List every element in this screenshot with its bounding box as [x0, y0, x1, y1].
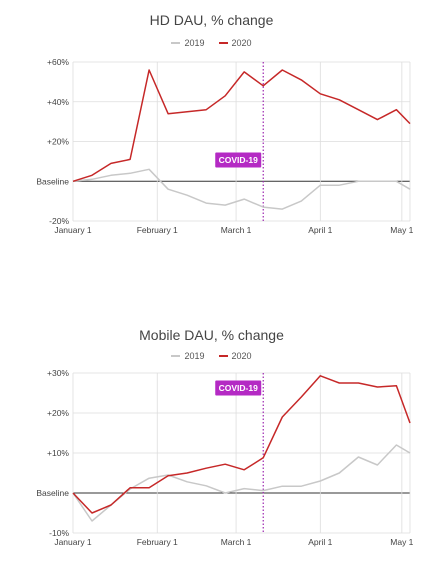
x-tick-label: January 1 [54, 537, 92, 547]
covid-marker-label: COVID-19 [219, 383, 258, 393]
x-tick-label: January 1 [54, 225, 92, 235]
y-tick-label: +10% [47, 448, 69, 458]
chart-legend: 2019 2020 [0, 38, 423, 48]
x-tick-label: March 1 [221, 225, 252, 235]
legend-swatch [171, 355, 181, 357]
covid-marker-label: COVID-19 [219, 155, 258, 165]
legend-item-2020: 2020 [218, 351, 252, 361]
legend-swatch [218, 355, 228, 357]
covid-marker-badge [215, 380, 262, 396]
y-tick-label: -10% [49, 528, 69, 538]
covid-marker-badge [215, 152, 262, 168]
x-tick-label: April 1 [308, 225, 332, 235]
x-tick-label: March 1 [221, 537, 252, 547]
y-tick-label: +30% [47, 368, 69, 378]
x-tick-label: February 1 [137, 537, 178, 547]
y-tick-label: +20% [47, 408, 69, 418]
legend-label: 2019 [184, 38, 205, 48]
x-tick-label: May 1 [390, 537, 413, 547]
legend-item-2019: 2019 [171, 351, 205, 361]
y-tick-label: -20% [49, 216, 69, 226]
y-tick-label: +60% [47, 57, 69, 67]
y-tick-label: Baseline [36, 488, 69, 498]
legend-swatch [218, 42, 228, 44]
legend-item-2019: 2019 [171, 38, 205, 48]
legend-swatch [171, 42, 181, 44]
legend-label: 2020 [231, 38, 252, 48]
y-tick-label: Baseline [36, 176, 69, 186]
series-line-2020 [72, 69, 411, 183]
legend-label: 2019 [184, 351, 205, 361]
legend-item-2020: 2020 [218, 38, 252, 48]
series-line-2019 [72, 168, 411, 210]
series-line-2019 [72, 444, 411, 522]
chart-legend: 2019 2020 [0, 351, 423, 361]
x-tick-label: April 1 [308, 537, 332, 547]
mobile-dau-plot: +30% +20% +10% Baseline -10%January 1 Februar… [36, 368, 413, 547]
chart-title: HD DAU, % change [149, 12, 274, 28]
series-line-2020 [72, 375, 411, 514]
x-tick-label: May 1 [390, 225, 413, 235]
y-tick-label: +40% [47, 97, 69, 107]
y-tick-label: +20% [47, 137, 69, 147]
legend-label: 2020 [231, 351, 252, 361]
x-tick-label: February 1 [137, 225, 178, 235]
hd-dau-plot: +60% +40% +20% Baseline -20%January 1 Februar… [36, 57, 413, 235]
chart-title: Mobile DAU, % change [139, 327, 284, 343]
